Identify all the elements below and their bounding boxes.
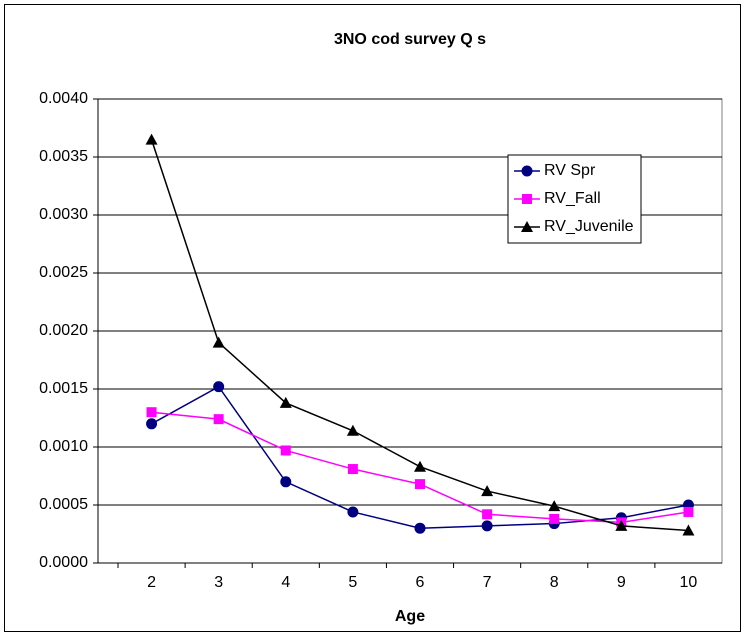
y-tick-label: 0.0025 [39,264,88,281]
legend-marker [522,194,532,204]
legend-marker [521,165,533,177]
marker [280,445,291,456]
y-tick-label: 0.0030 [39,206,88,223]
y-tick-label: 0.0000 [39,554,88,571]
legend-label: RV Spr [544,162,596,179]
y-tick-label: 0.0020 [39,322,88,339]
x-tick-label: 9 [617,574,626,591]
x-tick-label: 5 [348,574,357,591]
marker [481,485,494,497]
marker [347,464,358,475]
marker [213,381,225,393]
marker [213,414,224,425]
x-tick-label: 4 [281,574,290,591]
x-tick-label: 2 [147,574,156,591]
marker [414,460,426,472]
marker [548,500,561,512]
x-tick-label: 10 [680,574,698,591]
chart-title: 3NO cod survey Q s [334,31,486,48]
marker [414,522,426,534]
marker [280,476,292,488]
marker [145,133,158,145]
marker [482,509,493,520]
marker [549,513,560,524]
marker [481,520,493,532]
x-tick-label: 8 [550,574,559,591]
marker [212,336,225,348]
marker [683,506,694,517]
y-tick-label: 0.0005 [39,496,88,513]
marker [615,519,628,531]
x-axis-label: Age [395,608,425,625]
marker [146,418,158,430]
x-tick-label: 7 [483,574,492,591]
marker [146,407,157,418]
legend-marker [521,221,533,232]
y-tick-label: 0.0035 [39,148,88,165]
marker [682,524,695,536]
legend-label: RV_Juvenile [544,218,634,235]
x-tick-label: 6 [416,574,425,591]
y-tick-label: 0.0010 [39,438,88,455]
marker [415,479,425,490]
y-tick-label: 0.0015 [39,380,88,397]
marker [346,424,359,436]
legend-label: RV_Fall [544,190,601,207]
x-tick-label: 3 [214,574,223,591]
marker [347,506,359,518]
y-tick-label: 0.0040 [39,90,88,107]
marker [279,396,292,408]
